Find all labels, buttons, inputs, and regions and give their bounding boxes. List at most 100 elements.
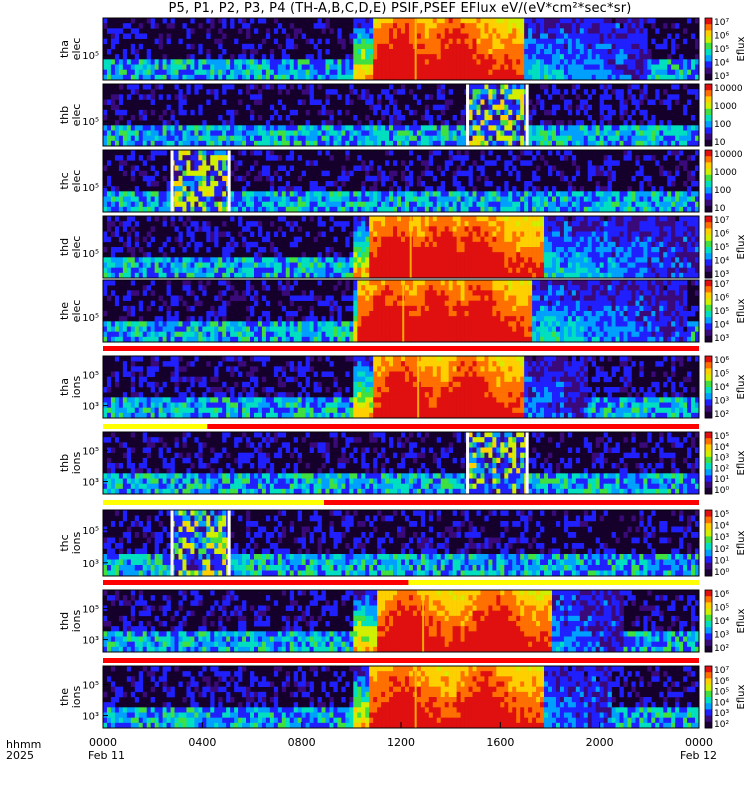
footer-year-label: 2025 — [6, 749, 34, 762]
colorbar-tick-label: 10⁴ — [714, 257, 729, 267]
x-tick-label: 0800 — [288, 736, 316, 749]
y-tick-label: 10⁵ — [82, 681, 99, 692]
colorbar-tick-label: 10³ — [714, 533, 729, 543]
colorbar-label: Eflux — [736, 36, 747, 61]
colorbar-tick-label: 10⁵ — [714, 243, 729, 253]
colorbar-label: Eflux — [736, 608, 747, 633]
colorbar-label: Eflux — [736, 298, 747, 323]
panel-thc-elec: thcelec 10⁵ 10000 1000 100 10 — [58, 149, 743, 214]
colorbar-tick-label: 10000 — [714, 84, 743, 94]
colorbar-tick-label: 10⁶ — [714, 356, 729, 366]
colorbar-tick-label: 10⁵ — [714, 510, 729, 520]
flag-segment — [408, 580, 699, 585]
colorbar-tick-label: 10⁷ — [714, 216, 729, 226]
y-tick-label: 10³ — [82, 712, 99, 723]
colorbar-tick-label: 10⁵ — [714, 688, 729, 698]
colorbar-label: Eflux — [736, 450, 747, 475]
colorbar-tick-label: 1000 — [714, 102, 737, 112]
colorbar-tick-label: 10⁷ — [714, 280, 729, 290]
x-tick-label: 0000 — [685, 736, 713, 749]
colorbar-tick-label: 10³ — [714, 270, 729, 280]
panel-label-thd-elec: thdelec — [58, 236, 83, 259]
colorbar-the-elec: 10⁷ 10⁶ 10⁵ 10⁴ 10³ Eflux — [704, 279, 747, 344]
colorbar-thb-elec: 10000 1000 100 10 — [704, 83, 743, 148]
y-tick-label: 10⁵ — [82, 371, 99, 382]
colorbar-label: Eflux — [736, 530, 747, 555]
panel-label-thc-ions: thcions — [58, 531, 83, 554]
footer-date-start: Feb 11 — [88, 749, 125, 762]
x-tick-label: 1600 — [486, 736, 514, 749]
colorbar-tha-ions: 10⁶ 10⁵ 10⁴ 10³ 10² Eflux — [704, 355, 747, 420]
colorbar-tick-label: 10¹ — [714, 475, 729, 485]
panel-label-thd-ions: thdions — [58, 609, 83, 632]
x-axis: 0000 0400 0800 1200 1600 2000 0000 — [89, 722, 713, 749]
colorbar-tick-label: 10⁷ — [714, 666, 729, 676]
colorbar-tick-label: 10⁶ — [714, 294, 729, 304]
colorbar-tick-label: 10⁴ — [714, 698, 729, 708]
chart-title: P5, P1, P2, P3, P4 (TH-A,B,C,D,E) PSIF,P… — [168, 1, 632, 16]
y-tick-label: 10⁵ — [82, 183, 99, 194]
colorbar-tick-label: 10³ — [714, 397, 729, 407]
colorbar-tick-label: 100 — [714, 120, 731, 130]
colorbar-tick-label: 10³ — [714, 709, 729, 719]
colorbar-tick-label: 10⁵ — [714, 45, 729, 55]
colorbar-thd-ions: 10⁶ 10⁵ 10⁴ 10³ 10² Eflux — [704, 589, 747, 654]
flag-segment — [207, 424, 700, 429]
colorbar-tick-label: 10³ — [714, 334, 729, 344]
colorbar-tick-label: 10² — [714, 720, 729, 730]
y-tick-label: 10⁵ — [82, 117, 99, 128]
flag-bar-thc-ions — [103, 580, 699, 585]
colorbar-thd-elec: 10⁷ 10⁶ 10⁵ 10⁴ 10³ Eflux — [704, 215, 747, 280]
footer-time-label: hhmm — [6, 738, 42, 751]
y-tick-label: 10³ — [82, 636, 99, 647]
panel-thb-elec: thbelec 10⁵ 10000 1000 100 10 — [58, 83, 743, 148]
flag-segment — [103, 580, 409, 585]
x-tick-label: 1200 — [387, 736, 415, 749]
colorbar-tick-label: 10⁴ — [714, 443, 729, 453]
y-tick-label: 10⁵ — [82, 313, 99, 324]
colorbar-tick-label: 10⁶ — [714, 677, 729, 687]
colorbar-tick-label: 10⁶ — [714, 230, 729, 240]
panel-label-tha-elec: thaelec — [58, 38, 83, 61]
x-tick-label: 0000 — [89, 736, 117, 749]
colorbar-tick-label: 10³ — [714, 72, 729, 82]
panel-label-the-elec: theelec — [58, 300, 83, 323]
y-tick-label: 10³ — [82, 478, 99, 489]
x-tick-label: 2000 — [586, 736, 614, 749]
panel-label-thb-ions: thbions — [58, 451, 83, 474]
flag-segment — [103, 424, 208, 429]
flag-bar-the-elec — [103, 346, 699, 351]
panel-label-the-ions: theions — [58, 685, 83, 708]
colorbar-tick-label: 10⁴ — [714, 617, 729, 627]
panel-label-tha-ions: thaions — [58, 375, 83, 398]
y-tick-label: 10⁵ — [82, 51, 99, 62]
y-tick-label: 10⁵ — [82, 605, 99, 616]
colorbar-tick-label: 10² — [714, 644, 729, 654]
colorbar-tick-label: 10² — [714, 545, 729, 555]
flag-bar-thd-ions — [103, 658, 699, 663]
flag-bar-tha-ions — [103, 424, 700, 429]
flag-bar-thb-ions — [103, 500, 699, 505]
colorbar-tick-label: 10¹ — [714, 556, 729, 566]
colorbar-tick-label: 10⁵ — [714, 370, 729, 380]
flag-segment — [103, 346, 699, 351]
colorbar-tick-label: 10² — [714, 410, 729, 420]
colorbar-tick-label: 10000 — [714, 150, 743, 160]
colorbar-tick-label: 1000 — [714, 168, 737, 178]
y-tick-label: 10⁵ — [82, 249, 99, 260]
colorbar-label: Eflux — [736, 684, 747, 709]
colorbar-tick-label: 10⁶ — [714, 590, 729, 600]
footer-date-end: Feb 12 — [680, 749, 717, 762]
y-tick-label: 10⁵ — [82, 526, 99, 537]
colorbar-tick-label: 10⁴ — [714, 522, 729, 532]
